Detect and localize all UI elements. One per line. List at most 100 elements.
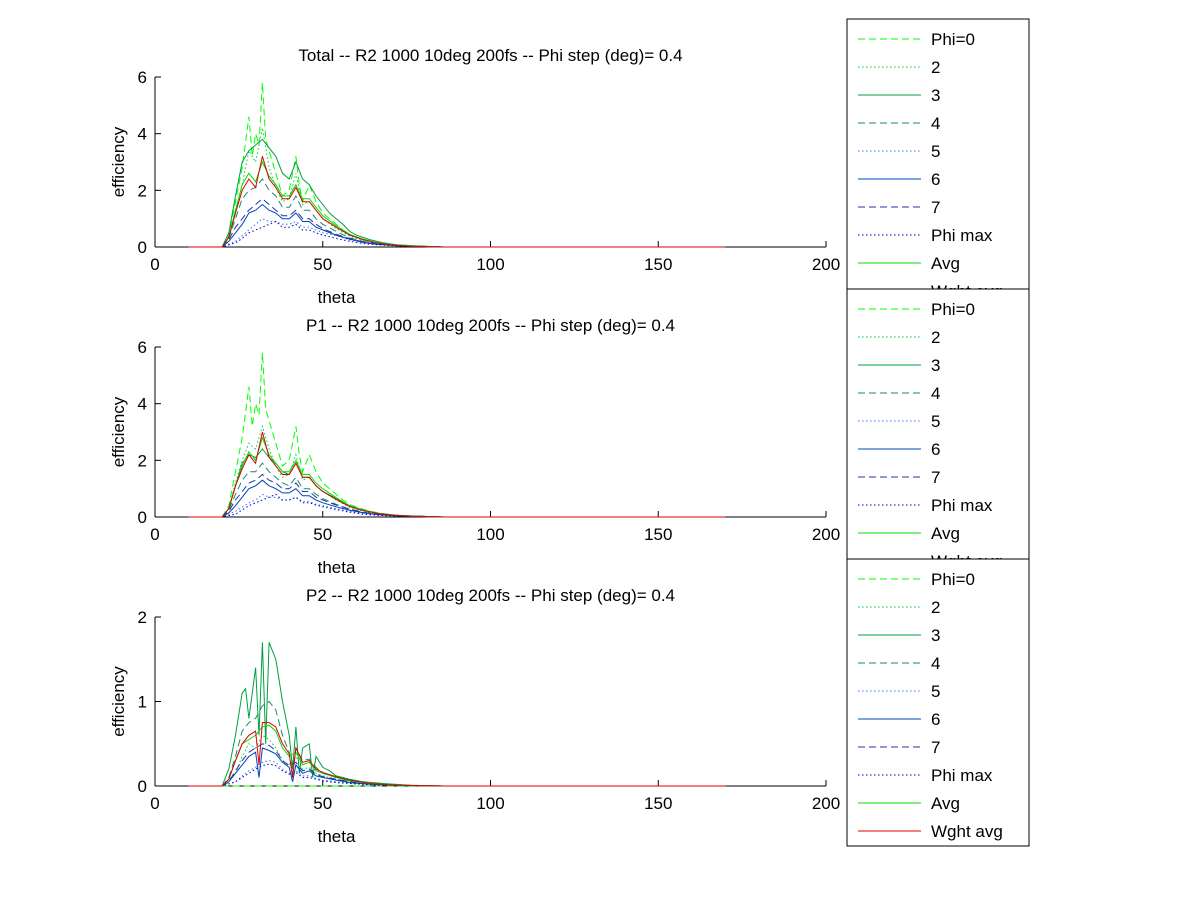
- legend-label: Phi max: [931, 496, 993, 515]
- series-line-4: [188, 700, 726, 787]
- series-line-5: [188, 218, 726, 248]
- legend-label: Avg: [931, 794, 960, 813]
- legend-label: Wght avg: [931, 552, 1003, 571]
- legend-label: 4: [931, 384, 940, 403]
- legend-label: Phi=0: [931, 300, 975, 319]
- series-line-1: [188, 82, 726, 248]
- legend-entries: Phi=0 2 3 4 5 6 7 Phi max Avg Wght avg: [858, 570, 1003, 841]
- y-tick-label: 4: [138, 395, 147, 414]
- legend-label: 5: [931, 412, 940, 431]
- series-line-7: [188, 473, 726, 518]
- series-line-10: [188, 156, 726, 248]
- series-line-5: [188, 760, 726, 787]
- series-line-8: [188, 220, 726, 248]
- series-group: [188, 82, 726, 248]
- legend-box: [846, 18, 1030, 290]
- legend-entries: Phi=0 2 3 4 5 6 7 Phi max Avg Wght avg: [858, 30, 1003, 301]
- legend-label: 2: [931, 598, 940, 617]
- legend-label: Wght avg: [931, 282, 1003, 301]
- series-line-4: [188, 462, 726, 518]
- legend-label: 6: [931, 170, 940, 189]
- legend-box: [846, 558, 1030, 847]
- y-tick-label: 0: [138, 508, 147, 527]
- y-tick-label: 2: [138, 608, 147, 627]
- series-line-3: [188, 138, 726, 248]
- x-tick-label: 100: [476, 525, 504, 544]
- series-group: [188, 352, 726, 518]
- x-tick-label: 150: [644, 255, 672, 274]
- y-tick-label: 6: [138, 338, 147, 357]
- chart-title: P1 -- R2 1000 10deg 200fs -- Phi step (d…: [306, 316, 675, 335]
- legend-label: 6: [931, 440, 940, 459]
- series-line-7: [188, 198, 726, 248]
- series-line-6: [188, 747, 726, 787]
- x-tick-label: 200: [812, 525, 840, 544]
- x-tick-label: 200: [812, 255, 840, 274]
- legend-label: 2: [931, 58, 940, 77]
- legend-box: [846, 288, 1030, 560]
- x-tick-label: 50: [313, 794, 332, 813]
- chart-panel-3: P2 -- R2 1000 10deg 200fs -- Phi step (d…: [109, 558, 1030, 847]
- legend-label: 7: [931, 468, 940, 487]
- y-tick-label: 1: [138, 693, 147, 712]
- legend-label: Avg: [931, 254, 960, 273]
- legend: Phi=0 2 3 4 5 6 7 Phi max Avg Wght avg: [846, 558, 1030, 847]
- x-tick-label: 100: [476, 794, 504, 813]
- series-line-10: [188, 722, 726, 787]
- x-tick-label: 150: [644, 794, 672, 813]
- legend-label: 4: [931, 114, 940, 133]
- legend-label: Phi max: [931, 226, 993, 245]
- legend-label: 2: [931, 328, 940, 347]
- series-line-9: [188, 724, 726, 787]
- x-tick-label: 0: [150, 525, 159, 544]
- legend-label: Phi max: [931, 766, 993, 785]
- y-tick-label: 0: [138, 238, 147, 257]
- x-axis-label: theta: [318, 827, 356, 846]
- legend-label: 4: [931, 654, 940, 673]
- x-axis-label: theta: [318, 558, 356, 577]
- y-axis-label: efficiency: [109, 396, 128, 467]
- x-axis-label: theta: [318, 288, 356, 307]
- legend: Phi=0 2 3 4 5 6 7 Phi max Avg Wght avg: [846, 18, 1030, 301]
- x-tick-label: 0: [150, 255, 159, 274]
- series-line-3: [188, 642, 726, 787]
- series-line-10: [188, 431, 726, 518]
- series-line-2: [188, 734, 726, 787]
- series-line-4: [188, 178, 726, 248]
- legend-label: 3: [931, 626, 940, 645]
- series-line-8: [188, 493, 726, 518]
- series-line-2: [188, 127, 726, 248]
- x-tick-label: 150: [644, 525, 672, 544]
- series-line-7: [188, 743, 726, 787]
- series-line-1: [188, 352, 726, 518]
- legend-label: 3: [931, 86, 940, 105]
- series-line-8: [188, 763, 726, 787]
- y-tick-label: 2: [138, 451, 147, 470]
- chart-title: Total -- R2 1000 10deg 200fs -- Phi step…: [298, 46, 682, 65]
- legend-label: 3: [931, 356, 940, 375]
- x-tick-label: 0: [150, 794, 159, 813]
- series-line-6: [188, 203, 726, 248]
- y-tick-label: 4: [138, 125, 147, 144]
- legend-label: 5: [931, 682, 940, 701]
- y-tick-label: 0: [138, 777, 147, 796]
- legend-label: Wght avg: [931, 822, 1003, 841]
- x-tick-label: 200: [812, 794, 840, 813]
- legend-label: 6: [931, 710, 940, 729]
- x-tick-label: 50: [313, 525, 332, 544]
- y-axis-label: efficiency: [109, 666, 128, 737]
- legend-label: Phi=0: [931, 30, 975, 49]
- legend: Phi=0 2 3 4 5 6 7 Phi max Avg Wght avg: [846, 288, 1030, 571]
- legend-entries: Phi=0 2 3 4 5 6 7 Phi max Avg Wght avg: [858, 300, 1003, 571]
- legend-label: 7: [931, 198, 940, 217]
- chart-panel-1: Total -- R2 1000 10deg 200fs -- Phi step…: [109, 18, 1030, 307]
- y-tick-label: 6: [138, 68, 147, 87]
- x-tick-label: 50: [313, 255, 332, 274]
- legend-label: 5: [931, 142, 940, 161]
- series-line-3: [188, 448, 726, 518]
- y-axis-label: efficiency: [109, 126, 128, 197]
- legend-label: Avg: [931, 524, 960, 543]
- chart-panel-2: P1 -- R2 1000 10deg 200fs -- Phi step (d…: [109, 288, 1030, 577]
- x-tick-label: 100: [476, 255, 504, 274]
